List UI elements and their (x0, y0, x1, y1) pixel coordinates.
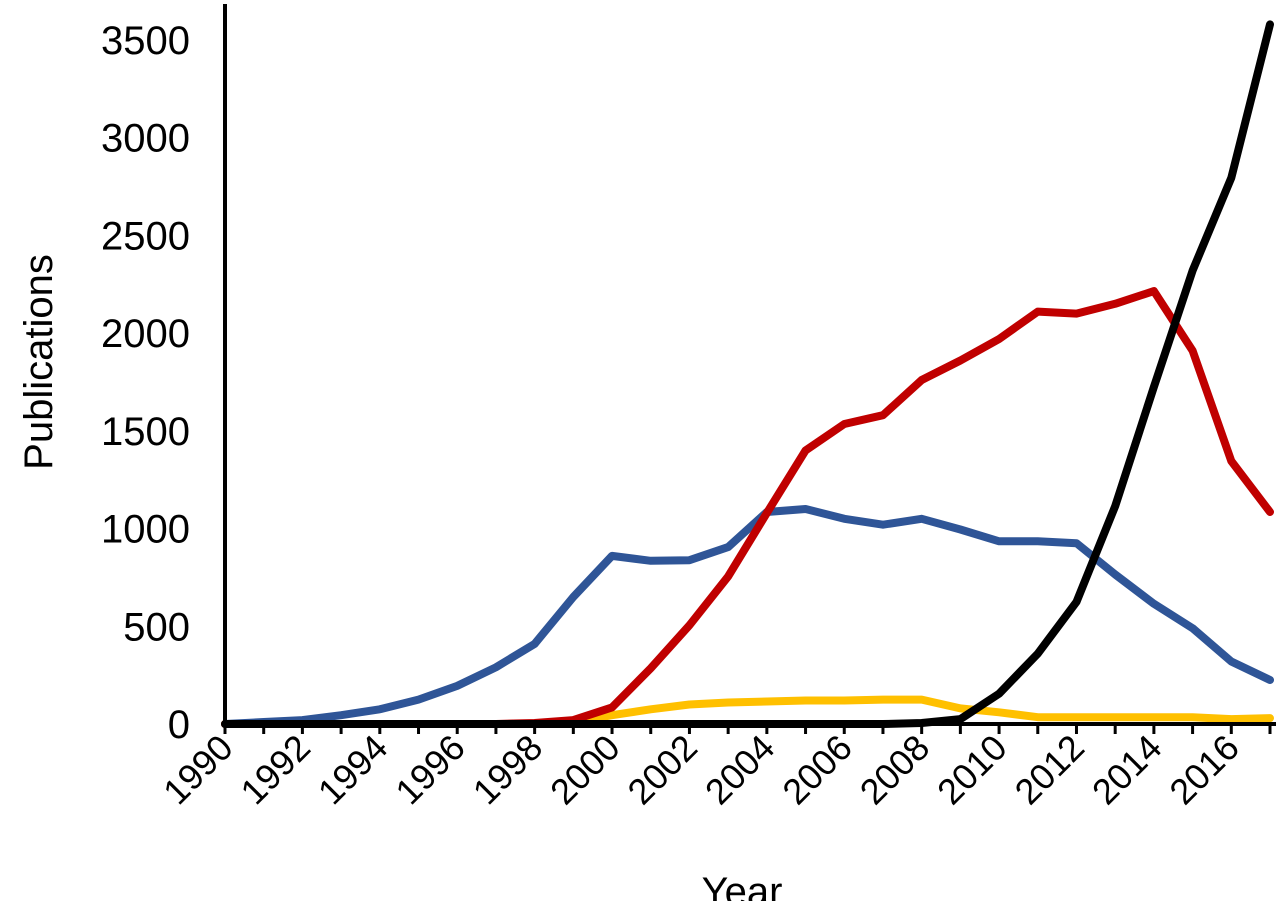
y-tick-label: 500 (123, 605, 190, 649)
y-axis-title: Publications (17, 254, 61, 470)
ticks-layer: 0500100015002000250030003500199019921994… (101, 19, 1272, 813)
series-line-3 (221, 20, 1274, 728)
x-tick-label: 2008 (852, 727, 938, 813)
series-layer (221, 20, 1274, 728)
x-tick-label: 2000 (542, 727, 628, 813)
y-tick-label: 2000 (101, 312, 190, 356)
y-tick-label: 1000 (101, 508, 190, 552)
x-tick-label: 1994 (310, 727, 396, 813)
x-tick-label: 2014 (1084, 727, 1170, 813)
y-tick-label: 3500 (101, 19, 190, 63)
x-axis-title: Year (702, 870, 783, 901)
y-tick-label: 2500 (101, 214, 190, 258)
y-tick-label: 3000 (101, 117, 190, 161)
x-tick-label: 1992 (232, 727, 318, 813)
x-tick-label: 1998 (465, 727, 551, 813)
x-tick-label: 2010 (929, 727, 1015, 813)
y-tick-label: 1500 (101, 410, 190, 454)
x-tick-label: 2006 (774, 727, 860, 813)
x-tick-label: 2012 (1007, 727, 1093, 813)
x-tick-label: 2002 (619, 727, 705, 813)
y-tick-label: 0 (168, 703, 190, 747)
x-tick-label: 2004 (697, 727, 783, 813)
x-tick-label: 2016 (1161, 727, 1247, 813)
x-tick-label: 1996 (387, 727, 473, 813)
